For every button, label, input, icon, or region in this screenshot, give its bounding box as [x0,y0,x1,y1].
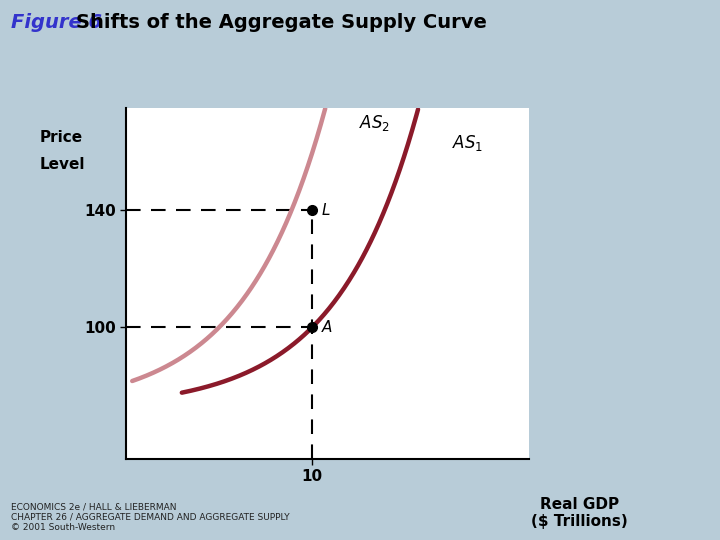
Text: Shifts of the Aggregate Supply Curve: Shifts of the Aggregate Supply Curve [76,14,487,32]
Text: Price: Price [40,130,83,145]
Text: Figure 6: Figure 6 [11,14,102,32]
Text: $AS_2$: $AS_2$ [359,113,390,133]
Text: $A$: $A$ [321,319,333,335]
Text: $AS_1$: $AS_1$ [451,133,483,153]
Text: ECONOMICS 2e / HALL & LIEBERMAN
CHAPTER 26 / AGGREGATE DEMAND AND AGGREGATE SUPP: ECONOMICS 2e / HALL & LIEBERMAN CHAPTER … [11,502,289,532]
Text: Real GDP
($ Trillions): Real GDP ($ Trillions) [531,497,628,529]
Text: $L$: $L$ [321,202,331,218]
Text: Level: Level [40,157,85,172]
